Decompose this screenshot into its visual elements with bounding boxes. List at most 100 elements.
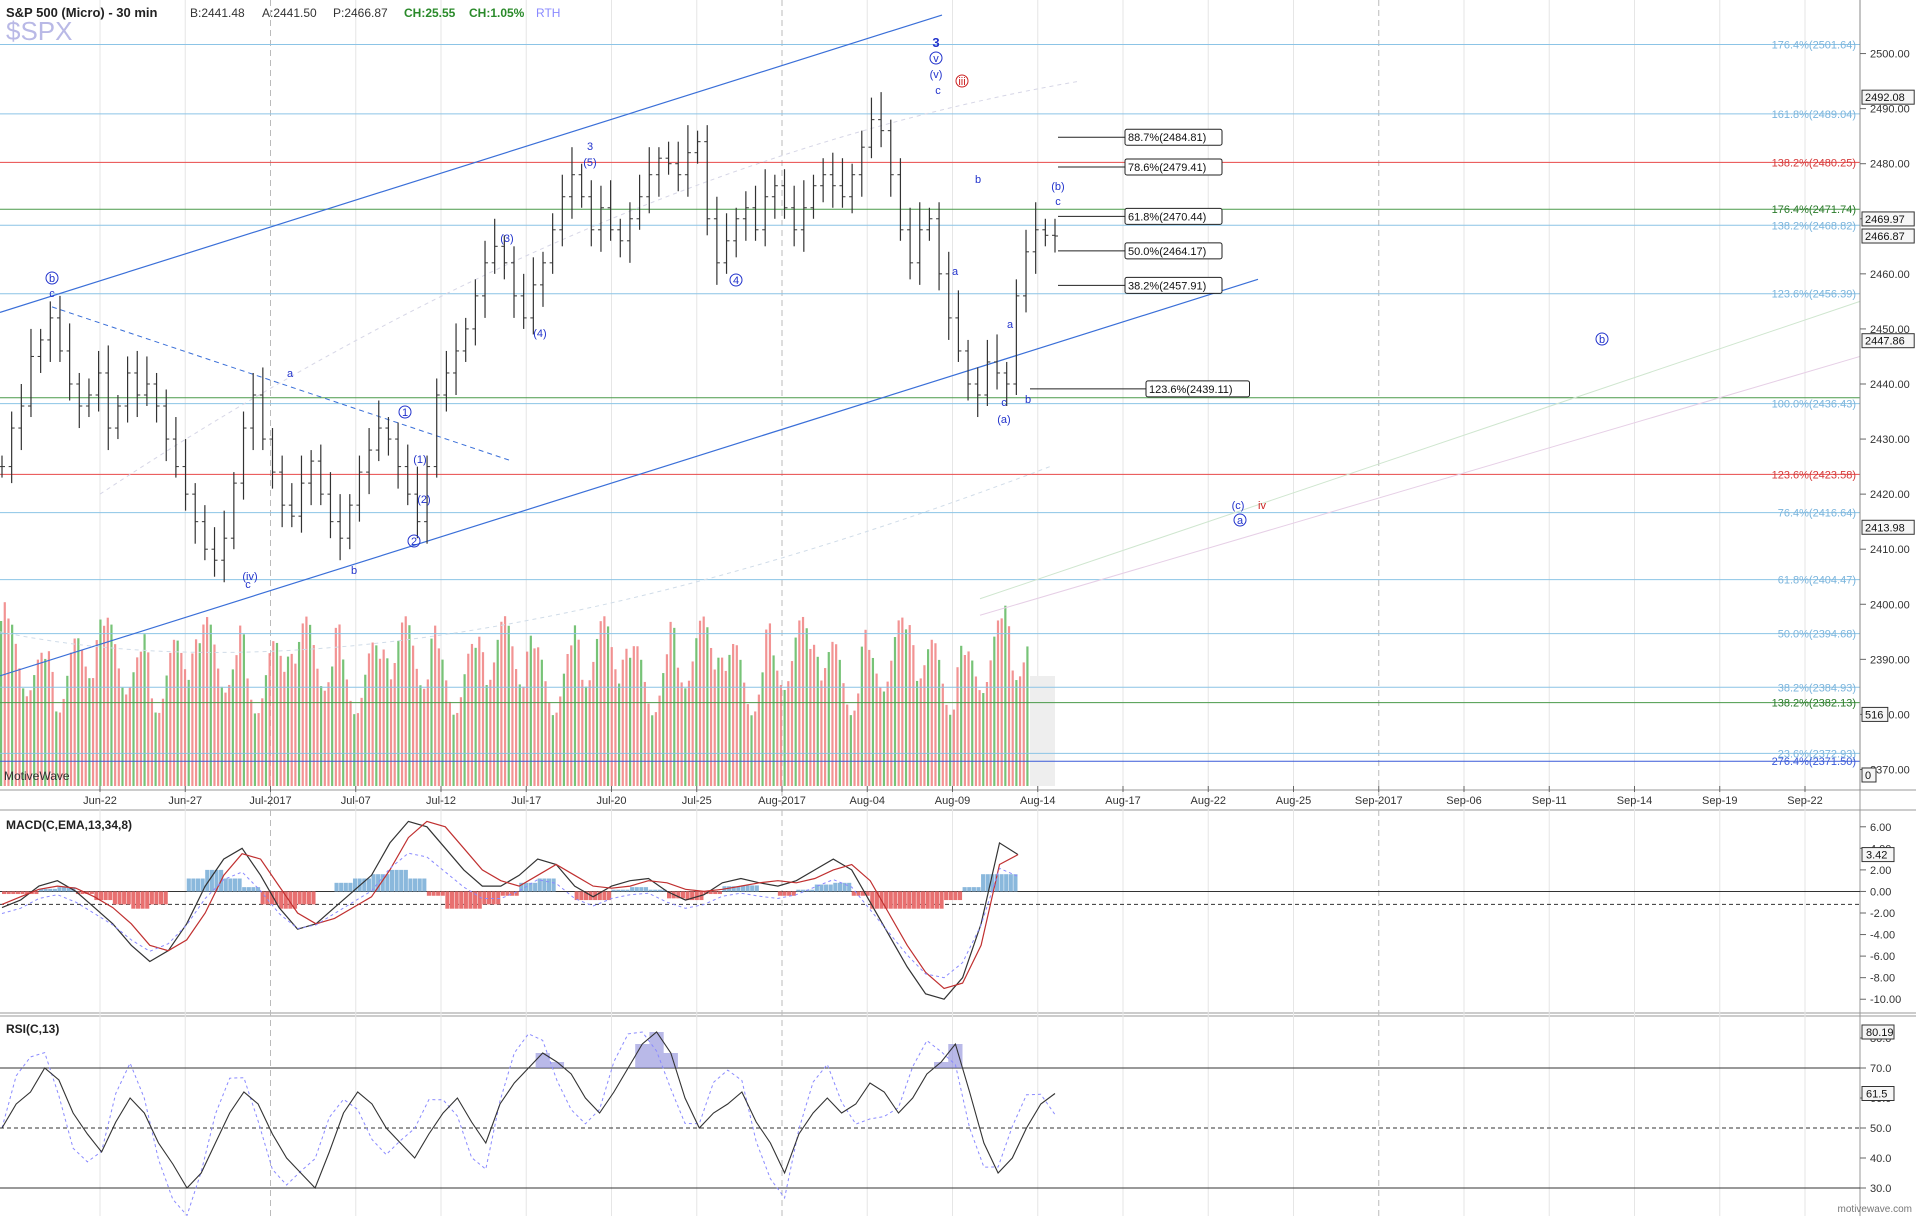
volume-bar: [88, 678, 91, 786]
macd-histogram-bar: [366, 878, 371, 892]
volume-bar: [213, 644, 216, 786]
volume-bar: [1007, 626, 1011, 786]
volume-bar: [938, 659, 941, 786]
bid-value: B:2441.48: [190, 6, 245, 20]
volume-bar: [51, 671, 54, 786]
price-tag-box: [1861, 89, 1915, 105]
volume-bar: [555, 712, 558, 786]
volume-bar: [772, 655, 775, 786]
macd-histogram-bar: [311, 891, 316, 905]
macd-histogram-bar: [976, 887, 981, 892]
volume-bar: [570, 645, 573, 786]
macd-histogram-bar: [66, 887, 71, 892]
fib-box-label: 61.8%(2470.44): [1128, 211, 1206, 223]
volume-bar: [805, 628, 808, 786]
price-tag-box: [1861, 333, 1915, 349]
volume-bar: [470, 643, 474, 786]
wave-circle: [398, 405, 412, 419]
volume-bar: [356, 713, 360, 786]
wave-label: 3: [587, 141, 593, 153]
macd-axis-label: -6.00: [1870, 951, 1895, 963]
volume-bar: [297, 641, 301, 786]
volume-bar: [522, 686, 525, 786]
volume-bar: [853, 710, 856, 786]
volume-bar: [669, 621, 672, 786]
macd-histogram-bar: [454, 891, 459, 909]
volume-bar: [47, 651, 51, 786]
trend-channel: [0, 14, 1861, 677]
volume-bar: [154, 712, 157, 786]
volume-bar: [732, 643, 735, 786]
macd-histogram-bar: [727, 886, 732, 892]
macd-signal-line: [1, 820, 1019, 990]
volume-bar: [893, 637, 897, 786]
volume-bar: [117, 668, 120, 786]
rsi-upper-box: [1861, 1024, 1895, 1040]
date-label: Aug-22: [1191, 795, 1226, 807]
rsi-overbought-fill: [535, 1032, 963, 1068]
volume-bar: [533, 648, 536, 786]
macd-histogram-bar: [551, 878, 556, 892]
volume-bar: [566, 653, 569, 786]
macd-histogram-bar: [630, 887, 635, 892]
macd-axis-label: -2.00: [1870, 908, 1895, 920]
volume-bar: [743, 682, 746, 786]
macd-histogram-bar: [745, 885, 750, 892]
volume-bar: [871, 657, 875, 786]
macd-histogram-bar: [934, 891, 939, 909]
date-label: Aug-14: [1020, 795, 1055, 807]
macd-histogram-bar: [911, 891, 916, 909]
volume-bar: [423, 688, 426, 786]
volume-bar: [268, 653, 271, 786]
volume-bar: [235, 655, 238, 786]
volume-bar: [334, 627, 337, 786]
wave-label: iv: [1258, 500, 1266, 512]
projection-line: [979, 355, 1861, 616]
macd-histogram-bar: [921, 891, 926, 909]
macd-histogram-bar: [52, 888, 57, 892]
site-watermark: motivewave.com: [1838, 1204, 1912, 1215]
volume-bar: [724, 670, 727, 786]
macd-histogram-bar: [510, 891, 515, 896]
wave-label: a: [287, 368, 294, 380]
price-bars: [0, 92, 1058, 583]
macd-histogram-bar: [112, 891, 117, 905]
date-label: Jun-27: [168, 795, 202, 807]
volume-bar: [426, 679, 429, 786]
fib-label: 138.2%(2480.25): [1772, 157, 1856, 169]
volume-bar: [320, 686, 323, 786]
volume-bar: [415, 668, 418, 786]
macd-histogram-bar: [814, 884, 819, 892]
macd-histogram-bar: [20, 891, 25, 895]
fib-label: 138.2%(2468.82): [1772, 220, 1856, 232]
volume-bar: [702, 616, 705, 786]
macd-histogram-bar: [514, 891, 519, 896]
volume-bar: [544, 681, 547, 786]
macd-histogram-bar: [957, 891, 963, 901]
volume-bar: [485, 685, 488, 786]
macd-histogram-bar: [279, 891, 284, 909]
volume-bar: [217, 668, 220, 786]
volume-bar: [860, 646, 863, 786]
volume-bar: [275, 642, 279, 786]
wave-label: 2: [411, 536, 417, 548]
volume-bar: [353, 714, 356, 786]
volume-bar: [787, 681, 790, 786]
volume-bar: [22, 688, 25, 786]
macd-histogram-bar: [496, 891, 501, 905]
macd-histogram-bar: [856, 891, 861, 896]
wave-label: (4): [533, 328, 546, 340]
price-tag-box: [1861, 767, 1877, 783]
macd-histogram-bar: [417, 878, 422, 892]
volume-bar: [982, 693, 985, 786]
symbol-watermark: $SPX: [6, 16, 73, 46]
volume-bar: [169, 652, 172, 786]
macd-histogram-bar: [851, 891, 856, 896]
macd-histogram-bar: [251, 887, 256, 892]
price-label: 2490.00: [1870, 104, 1910, 116]
fib-box-label: 123.6%(2439.11): [1149, 384, 1233, 396]
volume-bar: [559, 696, 562, 786]
macd-histogram-bar: [662, 889, 667, 892]
price-label: 2390.00: [1870, 654, 1910, 666]
wave-circle: [407, 534, 421, 548]
